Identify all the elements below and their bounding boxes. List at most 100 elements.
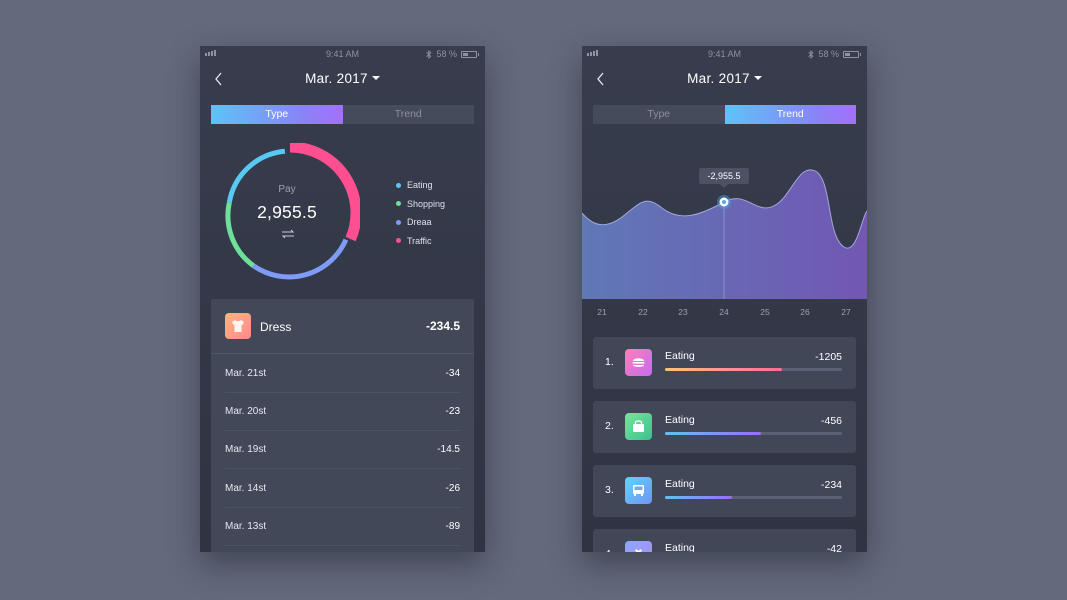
signal-icon: [587, 50, 598, 56]
transaction-row[interactable]: Mar. 19st -14.5: [225, 430, 460, 469]
bus-icon: [625, 477, 652, 504]
transaction-amount: -14.5: [437, 444, 460, 455]
caret-down-icon: [371, 76, 380, 81]
x-label[interactable]: 27: [841, 307, 851, 317]
bluetooth-icon: [808, 49, 814, 59]
bag-icon: [625, 413, 652, 440]
swap-icon[interactable]: [281, 229, 295, 239]
view-switch: Type Trend: [593, 105, 856, 124]
tab-type[interactable]: Type: [211, 105, 343, 124]
rank-progress-fill: [665, 368, 782, 371]
legend-dot-icon: [396, 182, 401, 188]
x-axis-labels: 21 22 23 24 25 26 27: [582, 307, 867, 319]
legend-dot-icon: [396, 219, 401, 225]
legend-item-dress: Dreaa: [396, 213, 445, 232]
nav-bar: Mar. 2017: [582, 68, 867, 90]
transaction-amount: -23: [445, 406, 460, 417]
rank-number: 2.: [605, 420, 614, 432]
view-switch: Type Trend: [211, 105, 474, 124]
tab-type[interactable]: Type: [647, 108, 671, 120]
trend-area-chart: [582, 169, 867, 299]
transaction-date: Mar. 13st: [225, 521, 267, 532]
battery-icon: [461, 50, 479, 58]
battery-icon: [843, 50, 861, 58]
transaction-row[interactable]: Mar. 21st -34: [225, 354, 460, 393]
x-label[interactable]: 21: [597, 307, 607, 317]
rank-number: 4.: [605, 548, 614, 552]
shirt-icon: [225, 313, 251, 339]
rank-progress-bar: [665, 368, 842, 371]
rank-label: Eating: [665, 414, 695, 426]
rank-amount: -42: [826, 543, 842, 552]
value-tooltip: -2,955.5: [699, 168, 749, 188]
rank-number: 3.: [605, 484, 614, 496]
x-label[interactable]: 23: [678, 307, 688, 317]
status-time: 9:41 AM: [707, 49, 742, 59]
ranking-item[interactable]: 3. Eating -234: [593, 465, 856, 517]
pay-label: Pay: [278, 184, 296, 195]
legend-dot-icon: [396, 201, 401, 207]
donut-legend: Eating Shopping Dreaa Traffic: [396, 176, 445, 250]
tab-trend[interactable]: Trend: [724, 105, 856, 124]
transaction-date: Mar. 20st: [225, 406, 267, 417]
transaction-date: Mar. 19st: [225, 444, 267, 455]
signal-icon: [205, 50, 216, 56]
legend-item-eating: Eating: [396, 176, 445, 195]
transaction-date: Mar. 14st: [225, 483, 267, 494]
legend-item-traffic: Traffic: [396, 232, 445, 251]
type-screen: 9:41 AM 58 % Mar. 2017 Type Trend Pay 2,…: [200, 46, 485, 552]
rank-label: Eating: [665, 350, 695, 362]
nav-bar: Mar. 2017: [200, 68, 485, 90]
rank-amount: -234: [820, 479, 842, 491]
rank-amount: -456: [820, 415, 842, 427]
rank-amount: -1205: [815, 351, 842, 363]
donut-segment-shopping: [225, 202, 255, 268]
transaction-amount: -26: [445, 483, 460, 494]
trend-area: [582, 169, 867, 299]
x-label[interactable]: 24: [719, 307, 729, 317]
trend-line: [582, 169, 867, 249]
rank-progress-fill: [665, 432, 761, 435]
legend-item-shopping: Shopping: [396, 195, 445, 214]
transaction-row[interactable]: Mar. 14st -26: [225, 469, 460, 508]
legend-dot-icon: [396, 238, 401, 244]
rank-progress-fill: [665, 496, 733, 499]
month-selector[interactable]: Mar. 2017: [200, 71, 485, 86]
ranking-item[interactable]: 4. Eating -42: [593, 529, 856, 552]
transaction-row[interactable]: Mar. 13st -89: [225, 507, 460, 546]
x-label[interactable]: 25: [760, 307, 770, 317]
ranking-item[interactable]: 1. Eating -1205: [593, 337, 856, 389]
bluetooth-icon: [426, 49, 432, 59]
status-bar: 9:41 AM 58 %: [200, 46, 485, 62]
category-detail-card: Dress -234.5 Mar. 21st -34 Mar. 20st -23 M…: [211, 299, 474, 552]
month-label: Mar. 2017: [687, 71, 750, 86]
back-icon[interactable]: [208, 68, 230, 90]
transaction-amount: -89: [445, 521, 460, 532]
battery-label: 58 %: [436, 49, 457, 59]
category-header[interactable]: Dress -234.5: [211, 299, 474, 354]
tab-trend[interactable]: Trend: [394, 108, 422, 120]
rank-label: Eating: [665, 478, 695, 490]
category-name: Dress: [260, 320, 292, 334]
battery-label: 58 %: [818, 49, 839, 59]
x-label[interactable]: 22: [638, 307, 648, 317]
month-selector[interactable]: Mar. 2017: [582, 71, 867, 86]
category-donut-chart: [225, 143, 360, 280]
month-label: Mar. 2017: [305, 71, 368, 86]
pay-total: 2,955.5: [257, 202, 317, 222]
x-label[interactable]: 26: [800, 307, 810, 317]
transaction-date: Mar. 21st: [225, 368, 267, 379]
back-icon[interactable]: [590, 68, 612, 90]
rank-label: Eating: [665, 542, 695, 552]
transaction-amount: -34: [445, 368, 460, 379]
rank-progress-bar: [665, 496, 842, 499]
status-time: 9:41 AM: [325, 49, 360, 59]
rank-progress-bar: [665, 432, 842, 435]
category-amount: -234.5: [425, 319, 460, 333]
gift-icon: [625, 541, 652, 552]
ranking-item[interactable]: 2. Eating -456: [593, 401, 856, 453]
burger-icon: [625, 349, 652, 376]
donut-segment-eating: [226, 148, 286, 204]
status-bar: 9:41 AM 58 %: [582, 46, 867, 62]
transaction-row[interactable]: Mar. 20st -23: [225, 392, 460, 431]
